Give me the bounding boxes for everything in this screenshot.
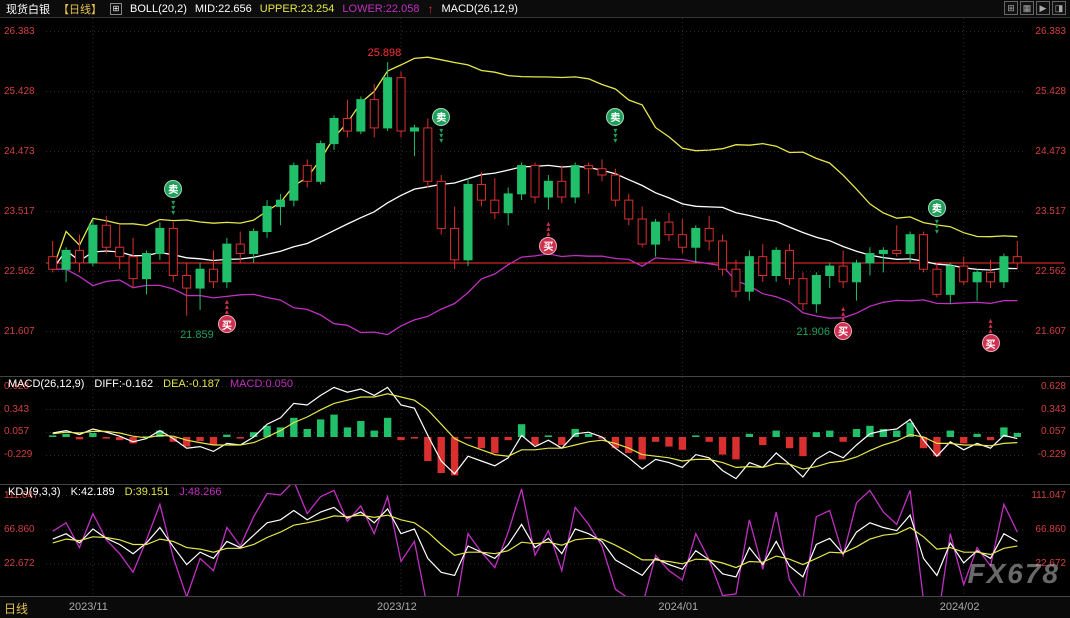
timeframe-label: 【日线】: [58, 1, 102, 17]
kdj-chart-svg: [0, 485, 1070, 597]
signal-arrows-icon: ▴▴▴: [218, 299, 236, 314]
macd-chart-svg: [0, 377, 1070, 485]
price-annotation: 21.859: [180, 329, 214, 341]
arrow-up-icon: ↑: [427, 2, 433, 16]
time-axis: 日线 2023/11 2023/12 2024/01 2024/02: [0, 596, 1070, 618]
symbol-name: 现货白银: [6, 1, 50, 17]
signal-arrows-icon: ▾▾▾: [606, 128, 624, 143]
price-annotation: 25.898: [368, 47, 402, 59]
kdj-y-tick: 111.047: [1031, 490, 1066, 501]
kdj-panel[interactable]: KDJ(9,3,3) K:42.189 D:39.151 J:48.266 11…: [0, 484, 1070, 596]
price-annotation: 21.906: [796, 326, 830, 338]
chart-header: 现货白银 【日线】 ⊞ BOLL(20,2) MID:22.656 UPPER:…: [0, 0, 1070, 18]
toolbar-btn-1[interactable]: ⊞: [1004, 1, 1018, 15]
sell-signal-marker: 卖: [928, 199, 946, 217]
boll-label: BOLL(20,2): [130, 3, 187, 15]
toolbar-btn-3[interactable]: ▶: [1036, 1, 1050, 15]
signal-arrows-icon: ▾▾▾: [928, 219, 946, 234]
macd-y-tick: 0.343: [4, 404, 29, 415]
boll-indicator-icon: ⊞: [110, 3, 122, 15]
macd-y-tick: -0.229: [4, 449, 32, 460]
chart-toolbar: ⊞ ▦ ▶ ◨: [1004, 1, 1066, 15]
macd-y-tick: 0.057: [4, 426, 29, 437]
kdj-y-tick: 66.860: [4, 524, 35, 535]
y-tick-left: 24.473: [4, 146, 35, 157]
price-chart-svg: [0, 18, 1070, 376]
timeframe-footer: 日线: [4, 600, 28, 617]
signal-arrows-icon: ▴▴▴: [982, 318, 1000, 333]
x-axis-date: 2023/12: [377, 601, 417, 613]
macd-diff-pair: DIFF:-0.162: [94, 378, 153, 390]
kdj-k-pair: K:42.189: [71, 486, 115, 498]
macd-title: MACD(26,12,9): [8, 378, 84, 390]
y-tick-right: 26.383: [1035, 26, 1066, 37]
y-tick-right: 25.428: [1035, 86, 1066, 97]
signal-arrows-icon: ▾▾▾: [432, 128, 450, 143]
kdj-y-tick: 22.672: [4, 558, 35, 569]
sell-signal-marker: 卖: [606, 108, 624, 126]
macd-header-label: MACD(26,12,9): [441, 3, 517, 15]
y-tick-right: 23.517: [1035, 206, 1066, 217]
buy-signal-marker: 买: [834, 322, 852, 340]
y-tick-left: 26.383: [4, 26, 35, 37]
macd-y-tick: 0.628: [1041, 381, 1066, 392]
y-tick-right: 24.473: [1035, 146, 1066, 157]
kdj-d-pair: D:39.151: [125, 486, 170, 498]
price-panel[interactable]: 26.383 26.383 25.428 25.428 24.473 24.473 23.5…: [0, 18, 1070, 376]
y-tick-left: 21.607: [4, 326, 35, 337]
boll-mid-pair: MID:22.656: [195, 3, 252, 15]
sell-signal-marker: 卖: [164, 180, 182, 198]
toolbar-btn-2[interactable]: ▦: [1020, 1, 1034, 15]
x-axis-date: 2024/02: [940, 601, 980, 613]
macd-y-tick: 0.057: [1041, 426, 1066, 437]
sell-signal-marker: 卖: [432, 108, 450, 126]
signal-arrows-icon: ▴▴▴: [834, 306, 852, 321]
y-tick-right: 22.562: [1035, 266, 1066, 277]
signal-arrows-icon: ▾▾▾: [164, 200, 182, 215]
kdj-panel-header: KDJ(9,3,3) K:42.189 D:39.151 J:48.266: [8, 486, 222, 498]
macd-panel[interactable]: MACD(26,12,9) DIFF:-0.162 DEA:-0.187 MAC…: [0, 376, 1070, 484]
macd-y-tick: -0.229: [1038, 449, 1066, 460]
macd-panel-header: MACD(26,12,9) DIFF:-0.162 DEA:-0.187 MAC…: [8, 378, 293, 390]
y-tick-right: 21.607: [1035, 326, 1066, 337]
boll-upper-pair: UPPER:23.254: [260, 3, 335, 15]
x-axis-date: 2023/11: [69, 601, 108, 613]
signal-arrows-icon: ▴▴▴: [539, 221, 557, 236]
macd-dea-pair: DEA:-0.187: [163, 378, 220, 390]
kdj-y-tick: 66.860: [1035, 524, 1066, 535]
y-tick-left: 22.562: [4, 266, 35, 277]
kdj-title: KDJ(9,3,3): [8, 486, 61, 498]
x-axis-date: 2024/01: [658, 601, 698, 613]
watermark: FX678: [968, 558, 1061, 590]
boll-lower-pair: LOWER:22.058: [342, 3, 419, 15]
toolbar-btn-4[interactable]: ◨: [1052, 1, 1066, 15]
macd-macd-pair: MACD:0.050: [230, 378, 293, 390]
buy-signal-marker: 买: [982, 334, 1000, 352]
y-tick-left: 23.517: [4, 206, 35, 217]
macd-y-tick: 0.343: [1041, 404, 1066, 415]
kdj-j-pair: J:48.266: [179, 486, 221, 498]
y-tick-left: 25.428: [4, 86, 35, 97]
